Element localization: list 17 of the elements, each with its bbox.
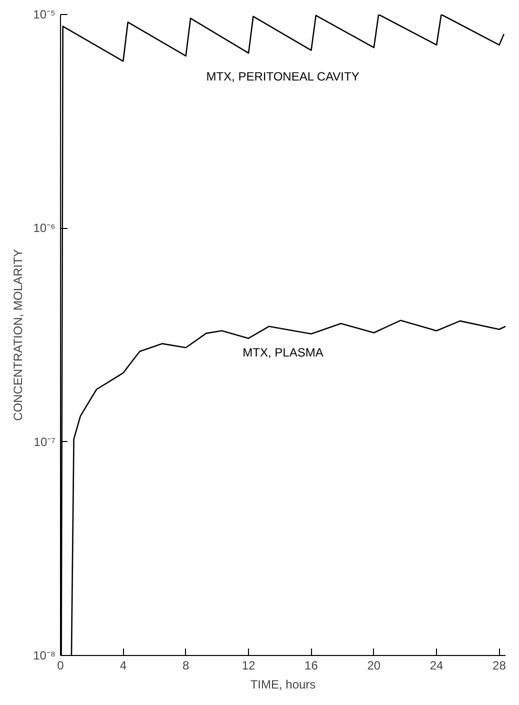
x-tick-label: 24 <box>430 658 444 672</box>
series-label: MTX, PLASMA <box>242 345 324 360</box>
text: MTX, PERITONEAL CAVITY <box>206 69 360 84</box>
y-tick-label: 10⁻⁸ <box>33 648 56 662</box>
y-axis-title: CONCENTRATION, MOLARITY <box>11 249 26 421</box>
x-tick-label: 8 <box>182 658 190 672</box>
y-tick-label: 10⁻⁵ <box>33 8 56 22</box>
x-tick-label: 0 <box>57 658 64 672</box>
y-tick-label: 10⁻⁶ <box>33 221 56 236</box>
x-tick-label: 16 <box>304 658 318 672</box>
y-tick-label: 10⁻⁷ <box>34 434 56 449</box>
x-tick-label: 12 <box>242 658 256 672</box>
x-axis-title: TIME, hours <box>250 678 316 692</box>
x-tick-label: 20 <box>367 658 381 672</box>
line-series <box>70 320 506 656</box>
x-tick-label: 28 <box>492 658 506 672</box>
x-tick-label: 4 <box>120 658 127 672</box>
